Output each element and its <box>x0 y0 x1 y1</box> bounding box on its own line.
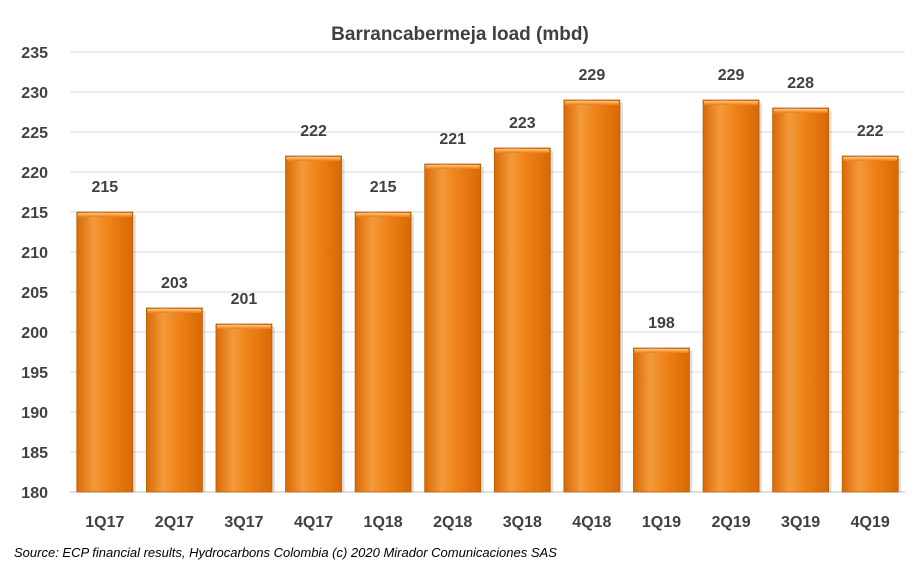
gridlines <box>70 51 905 493</box>
bar-top-highlight <box>356 213 411 217</box>
x-tick-label: 3Q19 <box>781 514 820 531</box>
data-labels: 215 203 201 222 215 221 223 229 198 229 228 222 <box>91 67 883 332</box>
bar-top-highlight <box>286 157 341 161</box>
bar <box>563 99 621 493</box>
source-note: Source: ECP financial results, Hydrocarb… <box>14 545 557 560</box>
bar <box>841 155 899 493</box>
y-tick-label: 200 <box>21 325 48 342</box>
bar-top-highlight <box>147 309 202 313</box>
y-tick-label: 225 <box>21 125 48 142</box>
x-tick-label: 4Q19 <box>851 514 890 531</box>
x-tick-label: 4Q18 <box>572 514 611 531</box>
bar-top-highlight <box>425 165 480 169</box>
x-tick-label: 4Q17 <box>294 514 333 531</box>
data-label: 198 <box>648 315 675 332</box>
y-tick-label: 235 <box>21 45 48 62</box>
chart-title: Barrancabermeja load (mbd) <box>331 24 589 45</box>
data-label: 201 <box>231 291 258 308</box>
bar <box>285 155 342 493</box>
y-tick-label: 210 <box>21 245 48 262</box>
x-tick-label: 2Q17 <box>155 514 194 531</box>
x-tick-label: 1Q19 <box>642 514 681 531</box>
bar <box>76 211 134 493</box>
y-axis-ticks: 180 185 190 195 200 205 210 215 220 225 230 235 <box>21 45 48 502</box>
bar-top-highlight <box>495 149 550 153</box>
y-tick-label: 215 <box>21 205 48 222</box>
bar <box>354 211 412 493</box>
bar <box>424 163 482 493</box>
data-label: 222 <box>857 123 884 140</box>
y-tick-label: 220 <box>21 165 48 182</box>
bar-top-highlight <box>216 325 271 329</box>
y-tick-label: 195 <box>21 365 48 382</box>
data-label: 229 <box>718 67 745 84</box>
data-label: 228 <box>787 75 814 92</box>
bar-top-highlight <box>634 349 689 353</box>
bar <box>145 307 203 493</box>
bar <box>772 107 830 493</box>
x-tick-label: 3Q17 <box>224 514 263 531</box>
x-tick-label: 2Q18 <box>433 514 472 531</box>
data-label: 215 <box>370 179 397 196</box>
data-label: 203 <box>161 275 188 292</box>
y-tick-label: 190 <box>21 405 48 422</box>
bars <box>76 99 902 493</box>
data-label: 215 <box>91 179 118 196</box>
data-label: 229 <box>579 67 606 84</box>
x-tick-label: 1Q17 <box>85 514 124 531</box>
bar <box>493 147 551 493</box>
bar-top-highlight <box>773 109 828 113</box>
bar-top-highlight <box>843 157 898 161</box>
bar <box>215 323 273 493</box>
bar <box>633 347 690 493</box>
y-tick-label: 205 <box>21 285 48 302</box>
y-tick-label: 180 <box>21 485 48 502</box>
x-tick-label: 1Q18 <box>364 514 403 531</box>
bar-top-highlight <box>564 101 619 105</box>
y-tick-label: 230 <box>21 85 48 102</box>
data-label: 221 <box>439 131 466 148</box>
x-tick-label: 3Q18 <box>503 514 542 531</box>
bar <box>702 99 760 493</box>
bar-top-highlight <box>704 101 759 105</box>
data-label: 223 <box>509 115 536 132</box>
bar-top-highlight <box>77 213 132 217</box>
x-tick-label: 2Q19 <box>711 514 750 531</box>
x-axis-ticks: 1Q17 2Q17 3Q17 4Q17 1Q18 2Q18 3Q18 4Q18 1Q19 2Q19… <box>85 514 890 531</box>
y-tick-label: 185 <box>21 445 48 462</box>
data-label: 222 <box>300 123 327 140</box>
